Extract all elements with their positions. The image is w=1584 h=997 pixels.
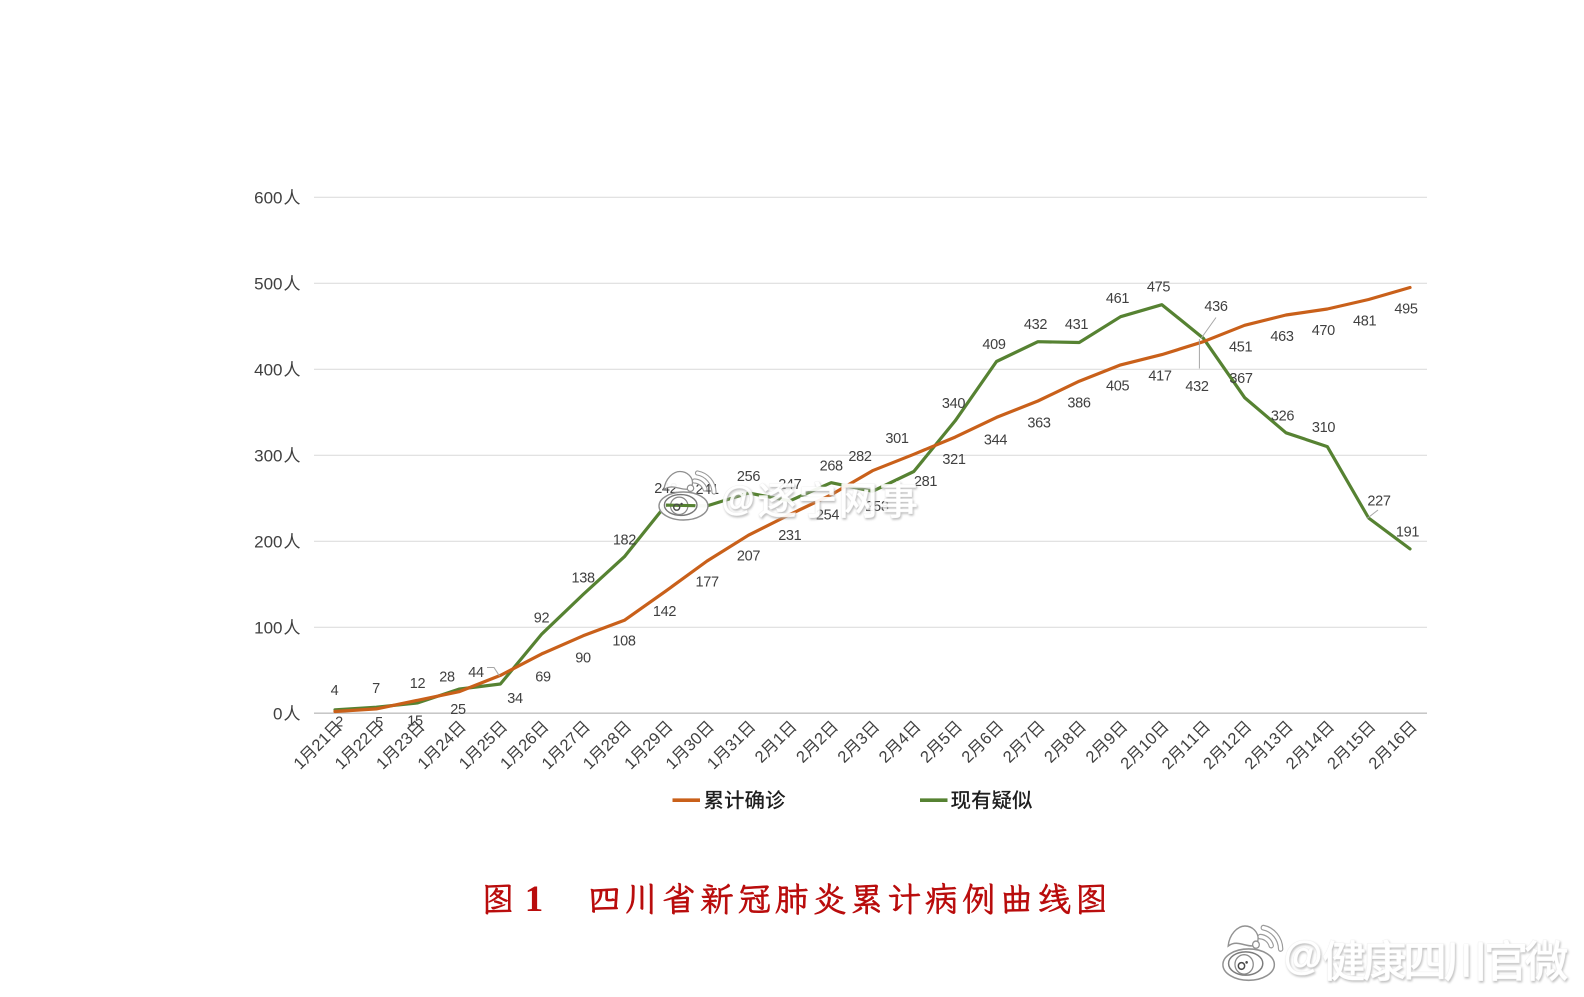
- svg-text:191: 191: [1396, 525, 1419, 541]
- svg-text:@: @: [721, 480, 754, 518]
- svg-text:367: 367: [1229, 371, 1252, 387]
- svg-text:227: 227: [1367, 494, 1390, 510]
- svg-text:431: 431: [1065, 317, 1088, 333]
- svg-text:200: 200: [254, 532, 282, 551]
- svg-text:207: 207: [737, 549, 760, 565]
- svg-text:7: 7: [372, 681, 380, 697]
- svg-text:69: 69: [535, 670, 551, 686]
- svg-text:300: 300: [254, 446, 282, 465]
- svg-text:231: 231: [778, 528, 801, 544]
- svg-text:256: 256: [737, 469, 760, 485]
- svg-text:301: 301: [885, 431, 908, 447]
- svg-text:281: 281: [914, 474, 937, 490]
- svg-text:432: 432: [1185, 379, 1208, 395]
- svg-text:481: 481: [1353, 314, 1376, 330]
- svg-text:34: 34: [507, 691, 523, 707]
- svg-text:363: 363: [1027, 416, 1050, 432]
- svg-text:386: 386: [1067, 396, 1090, 412]
- svg-text:138: 138: [572, 571, 595, 587]
- svg-text:470: 470: [1312, 323, 1335, 339]
- svg-text:0: 0: [273, 704, 282, 723]
- svg-text:254: 254: [816, 508, 839, 524]
- svg-text:44: 44: [468, 665, 484, 681]
- svg-text:25: 25: [450, 702, 466, 718]
- svg-text:463: 463: [1270, 329, 1293, 345]
- svg-text:15: 15: [407, 714, 423, 730]
- svg-text:461: 461: [1106, 291, 1129, 307]
- svg-text:451: 451: [1229, 339, 1252, 355]
- svg-text:12: 12: [410, 676, 426, 692]
- svg-text:177: 177: [696, 575, 719, 591]
- svg-text:417: 417: [1148, 369, 1171, 385]
- svg-text:326: 326: [1271, 409, 1294, 425]
- svg-text:100: 100: [254, 618, 282, 637]
- svg-text:28: 28: [439, 670, 455, 686]
- svg-text:182: 182: [613, 533, 636, 549]
- svg-text:344: 344: [984, 433, 1007, 449]
- svg-text:2: 2: [335, 715, 343, 731]
- svg-text:405: 405: [1106, 378, 1129, 394]
- svg-text:@: @: [1283, 934, 1322, 978]
- svg-text:436: 436: [1204, 299, 1227, 315]
- svg-text:92: 92: [534, 611, 550, 627]
- svg-text:310: 310: [1312, 420, 1335, 436]
- svg-text:500: 500: [254, 274, 282, 293]
- svg-text:409: 409: [982, 337, 1005, 353]
- svg-text:340: 340: [942, 396, 965, 412]
- svg-text:282: 282: [848, 449, 871, 465]
- svg-text:600: 600: [254, 188, 282, 207]
- svg-text:268: 268: [820, 459, 843, 475]
- svg-text:142: 142: [653, 604, 676, 620]
- svg-text:90: 90: [575, 651, 591, 667]
- svg-text:5: 5: [375, 715, 383, 731]
- svg-text:432: 432: [1024, 317, 1047, 333]
- svg-text:495: 495: [1394, 302, 1417, 318]
- svg-text:475: 475: [1147, 280, 1170, 296]
- svg-text:400: 400: [254, 360, 282, 379]
- svg-text:1: 1: [525, 879, 544, 920]
- svg-text:108: 108: [612, 634, 635, 650]
- svg-text:321: 321: [942, 452, 965, 468]
- svg-text:4: 4: [331, 683, 339, 699]
